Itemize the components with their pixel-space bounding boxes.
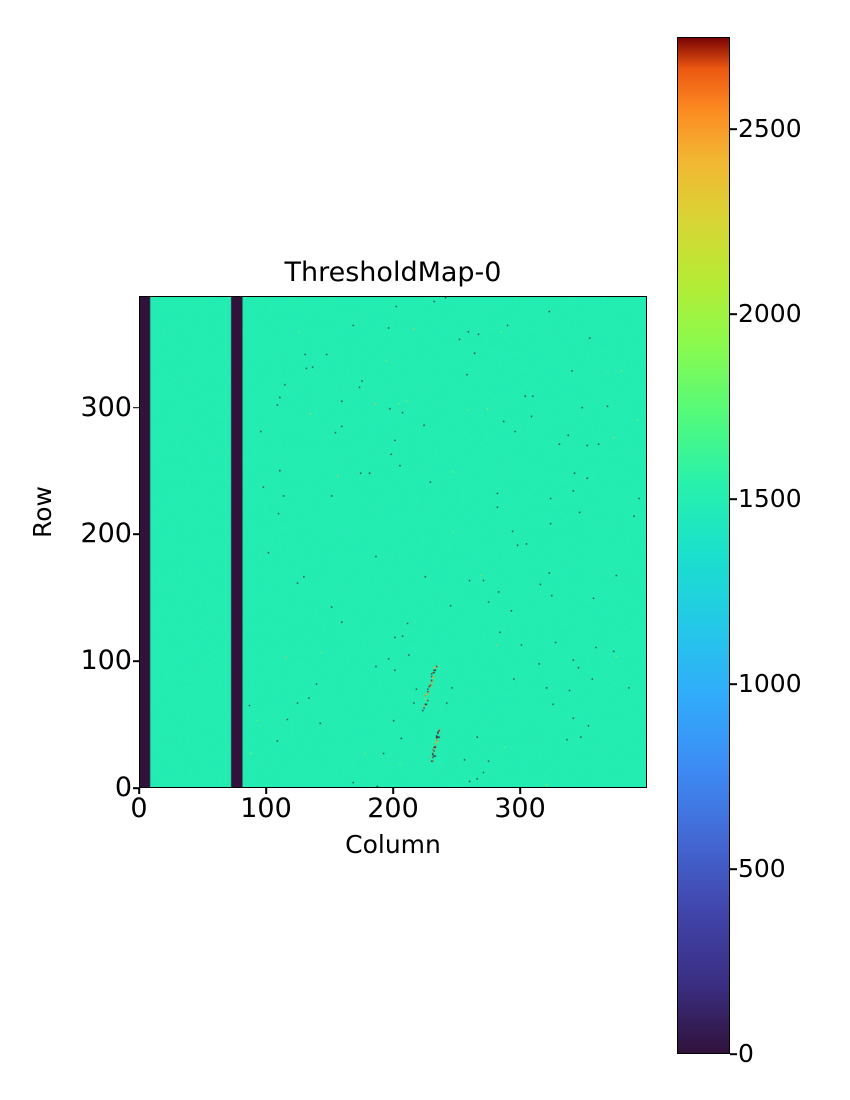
y-tick [133,406,139,409]
x-axis-tick-labels: 0 100 200 300 [130,793,647,827]
colorbar-tick-label: 1500 [738,484,802,514]
y-tick-label: 200 [80,518,132,550]
colorbar-tick [730,683,737,685]
x-axis-label: Column [345,830,441,859]
x-tick [265,788,267,794]
y-tick-label: 300 [80,391,132,423]
plot-title: ThresholdMap-0 [284,257,502,288]
y-tick [133,787,139,789]
x-tick-label: 200 [367,793,419,824]
colorbar-ticks [730,37,737,1055]
colorbar-tick-labels: 0 500 1000 1500 2000 2500 [738,37,838,1068]
colorbar-tick [730,128,737,131]
y-axis-label: Row [28,486,57,538]
colorbar-gradient [678,38,729,1053]
x-tick [138,788,140,794]
colorbar-tick-label: 2000 [738,299,802,329]
x-tick-label: 100 [240,793,292,824]
x-tick [519,788,521,794]
colorbar-tick-label: 0 [738,1039,754,1068]
y-tick-label: 0 [114,772,132,803]
colorbar-tick-label: 500 [738,854,786,884]
y-tick-label: 100 [80,645,132,677]
colorbar-tick [730,498,737,501]
y-axis-ticks [133,296,139,789]
colorbar-tick-label: 2500 [738,114,802,144]
y-tick [133,660,139,662]
y-tick [133,533,139,536]
x-tick [392,788,394,794]
x-tick-label: 0 [130,793,148,824]
y-axis-tick-labels: 0 100 200 300 [60,296,132,802]
colorbar [677,37,730,1054]
x-tick-label: 300 [494,793,546,824]
colorbar-tick-label: 1000 [738,669,802,699]
heatmap-axes [139,296,647,788]
x-axis-ticks [138,788,647,794]
colorbar-tick [730,868,737,870]
colorbar-tick [730,1053,737,1055]
heatmap-image [140,297,646,787]
colorbar-tick [730,313,737,316]
